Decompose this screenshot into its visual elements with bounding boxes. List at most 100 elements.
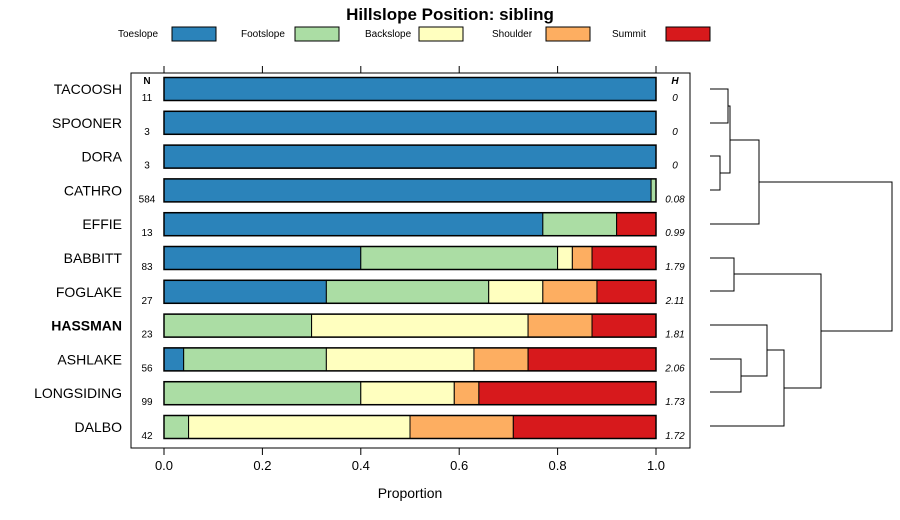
bar-babbitt-summit [591, 246, 657, 270]
bar-dalbo-footslope [163, 415, 190, 439]
row-label-cathro: CATHRO [64, 182, 122, 198]
bar-outline-spooner [163, 110, 657, 136]
legend-label-toeslope: Toeslope [118, 29, 158, 40]
bar-outline-longsiding [163, 380, 657, 406]
dendrogram-branch [710, 358, 742, 393]
bar-outline-tacoosh [163, 76, 657, 102]
x-tick-label: 0.6 [450, 458, 468, 473]
bar-spooner-toeslope [163, 110, 657, 135]
dendrogram-branch [710, 155, 721, 191]
dendrogram-branch [710, 349, 785, 427]
bar-dalbo-summit [512, 415, 657, 439]
row-label-dora: DORA [82, 149, 123, 165]
row-label-effie: EFFIE [82, 216, 122, 232]
h-header: H [671, 76, 679, 87]
n-value-ashlake: 56 [141, 363, 153, 374]
row-label-ashlake: ASHLAKE [57, 351, 122, 367]
bar-outline-ashlake [163, 347, 657, 372]
legend-label-backslope: Backslope [365, 29, 412, 40]
n-value-dalbo: 42 [141, 431, 153, 442]
bar-foglake-toeslope [163, 279, 327, 304]
x-tick-label: 1.0 [647, 458, 665, 473]
x-tick-label: 0.8 [549, 458, 567, 473]
bar-dalbo-backslope [188, 415, 411, 439]
bar-ashlake-backslope [325, 347, 475, 372]
n-value-longsiding: 99 [141, 397, 153, 408]
legend-swatch-backslope [418, 26, 464, 42]
bar-hassman-shoulder [527, 313, 593, 338]
x-axis: 0.0 0.2 0.4 0.6 0.8 1.0 [155, 66, 665, 473]
bar-babbitt-shoulder [571, 246, 593, 270]
bar-longsiding-summit [478, 381, 657, 406]
bar-outline-dalbo [163, 414, 657, 440]
h-value-cathro: 0.08 [665, 194, 685, 205]
legend-swatch-shoulder [545, 26, 591, 42]
n-value-spooner: 3 [144, 127, 150, 138]
row-label-longsiding: LONGSIDING [34, 385, 122, 401]
bar-ashlake-shoulder [473, 347, 529, 372]
dendrogram [710, 88, 893, 427]
h-value-effie: 0.99 [665, 228, 685, 239]
legend-swatch-footslope [294, 26, 340, 42]
n-value-cathro: 584 [139, 194, 156, 205]
dendrogram-branch [734, 273, 822, 389]
n-value-dora: 3 [144, 161, 150, 172]
legend-label-shoulder: Shoulder [492, 29, 533, 40]
row-label-spooner: SPOONER [52, 115, 122, 131]
bar-effie-summit [616, 212, 657, 237]
bar-outline-cathro [163, 178, 657, 203]
bar-hassman-footslope [163, 313, 313, 338]
bars-group [163, 76, 657, 440]
bar-longsiding-backslope [360, 381, 455, 406]
bar-foglake-summit [596, 279, 657, 304]
dendrogram-branch [710, 88, 729, 124]
bar-longsiding-footslope [163, 381, 362, 406]
bar-dora-toeslope [163, 144, 657, 169]
n-value-hassman: 23 [141, 330, 153, 341]
bar-ashlake-toeslope [163, 347, 185, 372]
bar-babbitt-toeslope [163, 246, 362, 270]
n-value-foglake: 27 [141, 296, 153, 307]
h-value-tacoosh: 0 [672, 93, 678, 104]
bar-outline-babbitt [163, 245, 657, 271]
bar-effie-toeslope [163, 212, 544, 237]
bar-hassman-summit [591, 313, 657, 338]
bar-babbitt-backslope [557, 246, 573, 270]
bar-hassman-backslope [311, 313, 529, 338]
n-header: N [143, 76, 150, 87]
x-axis-title: Proportion [378, 485, 443, 501]
bar-longsiding-shoulder [453, 381, 480, 406]
bar-effie-footslope [542, 212, 618, 237]
x-tick-label: 0.0 [155, 458, 173, 473]
bar-cathro-toeslope [163, 178, 652, 203]
row-label-dalbo: DALBO [75, 419, 123, 435]
row-labels: TACOOSH 11 0 SPOONER 3 0 DORA 3 0 CATHRO 584 0.08 EF… [34, 81, 685, 442]
x-tick-label: 0.4 [352, 458, 370, 473]
bar-outline-foglake [163, 279, 657, 305]
h-value-dalbo: 1.72 [665, 431, 685, 442]
h-value-babbitt: 1.79 [665, 262, 685, 273]
h-value-dora: 0 [672, 161, 678, 172]
row-label-tacoosh: TACOOSH [54, 81, 122, 97]
chart-title: Hillslope Position: sibling [346, 5, 554, 24]
legend: Toeslope Footslope Backslope Shoulder Summit [118, 26, 711, 42]
bar-outline-hassman [163, 313, 657, 338]
n-value-tacoosh: 11 [142, 93, 153, 104]
dendrogram-branch [710, 139, 760, 225]
bar-dalbo-shoulder [409, 415, 514, 439]
plot-panel [130, 72, 691, 449]
n-value-effie: 13 [141, 228, 153, 239]
legend-swatch-toeslope [171, 26, 217, 42]
dendrogram-branch [710, 324, 768, 377]
bar-foglake-shoulder [542, 279, 598, 304]
bar-outline-effie [163, 211, 657, 237]
row-label-hassman: HASSMAN [51, 318, 122, 334]
bar-ashlake-summit [527, 347, 657, 372]
legend-swatch-summit [665, 26, 711, 42]
n-value-babbitt: 83 [141, 262, 153, 273]
row-label-foglake: FOGLAKE [56, 284, 122, 300]
x-tick-label: 0.2 [253, 458, 271, 473]
bar-foglake-footslope [325, 279, 490, 304]
row-label-babbitt: BABBITT [64, 250, 123, 266]
